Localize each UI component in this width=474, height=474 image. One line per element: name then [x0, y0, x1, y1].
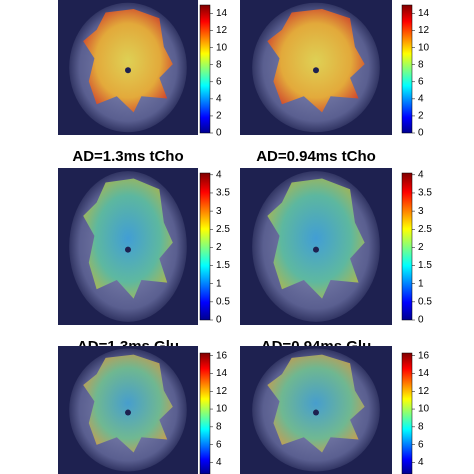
- colorbar-tick-label: 3.5: [216, 188, 230, 199]
- metabolite-map: [83, 178, 173, 299]
- metabolite-map: [83, 9, 173, 113]
- colorbar-tick-label: 14: [216, 8, 228, 19]
- colorbar-tick-label: 10: [216, 404, 228, 415]
- metabolite-map: [267, 178, 365, 299]
- colorbar-tick-label: 12: [216, 386, 228, 397]
- colorbar: [401, 172, 413, 321]
- colorbar-tick-label: 12: [216, 25, 228, 36]
- colorbar-tick-label: 14: [418, 368, 430, 379]
- colorbar-tick-label: 2: [216, 111, 222, 122]
- colorbar-tick-label: 1: [216, 278, 222, 289]
- colorbar-tick-label: 4: [418, 457, 424, 468]
- colorbar-tick-label: 4: [216, 94, 222, 105]
- colorbar: [199, 172, 211, 321]
- metabolite-map: [267, 9, 365, 113]
- panel-label: AD=0.94ms tCho: [256, 148, 376, 165]
- ventricle: [125, 67, 131, 74]
- colorbar-tick-label: 0.5: [216, 296, 230, 307]
- panel-label: AD=1.3ms tCho: [72, 148, 183, 165]
- colorbar-tick-label: 10: [418, 42, 430, 53]
- colorbar-tick-label: 0: [418, 315, 424, 326]
- colorbar-tick-label: 8: [418, 59, 424, 70]
- colorbar: [401, 4, 413, 134]
- ventricle: [125, 246, 131, 253]
- colorbar-tick-label: 2: [216, 242, 222, 253]
- colorbar-tick-label: 1.5: [216, 260, 230, 271]
- colorbar: [199, 352, 211, 474]
- colorbar-tick-label: 12: [418, 386, 430, 397]
- colorbar-tick-label: 8: [216, 59, 222, 70]
- colorbar-tick-label: 1: [418, 278, 424, 289]
- colorbar-tick-label: 4: [216, 169, 222, 180]
- colorbar-tick-label: 14: [216, 368, 228, 379]
- colorbar-tick-label: 0: [216, 128, 222, 139]
- colorbar-tick-label: 1.5: [418, 260, 432, 271]
- colorbar-tick-label: 3.5: [418, 188, 432, 199]
- colorbar: [199, 4, 211, 134]
- colorbar-tick-label: 0: [418, 128, 424, 139]
- colorbar-tick-label: 4: [418, 169, 424, 180]
- colorbar-tick-label: 2.5: [418, 224, 432, 235]
- ventricle: [313, 246, 319, 253]
- metabolite-map: [83, 354, 173, 453]
- colorbar-tick-label: 2: [418, 242, 424, 253]
- colorbar-tick-label: 3: [418, 206, 424, 217]
- colorbar-tick-label: 8: [418, 421, 424, 432]
- colorbar-tick-label: 12: [418, 25, 430, 36]
- metabolite-map: [267, 354, 365, 453]
- colorbar-tick-label: 16: [418, 350, 430, 361]
- colorbar-tick-label: 6: [216, 76, 222, 87]
- colorbar-tick-label: 16: [216, 350, 228, 361]
- colorbar: [401, 352, 413, 474]
- colorbar-tick-label: 8: [216, 421, 222, 432]
- ventricle: [125, 409, 131, 416]
- colorbar-tick-label: 6: [216, 439, 222, 450]
- colorbar-tick-label: 10: [418, 404, 430, 415]
- colorbar-tick-label: 4: [216, 457, 222, 468]
- colorbar-tick-label: 3: [216, 206, 222, 217]
- colorbar-tick-label: 4: [418, 94, 424, 105]
- colorbar-tick-label: 10: [216, 42, 228, 53]
- ventricle: [313, 409, 319, 416]
- colorbar-tick-label: 2: [418, 111, 424, 122]
- colorbar-tick-label: 6: [418, 439, 424, 450]
- ventricle: [313, 67, 319, 74]
- colorbar-tick-label: 2.5: [216, 224, 230, 235]
- colorbar-tick-label: 0.5: [418, 296, 432, 307]
- colorbar-tick-label: 6: [418, 76, 424, 87]
- colorbar-tick-label: 0: [216, 315, 222, 326]
- colorbar-tick-label: 14: [418, 8, 430, 19]
